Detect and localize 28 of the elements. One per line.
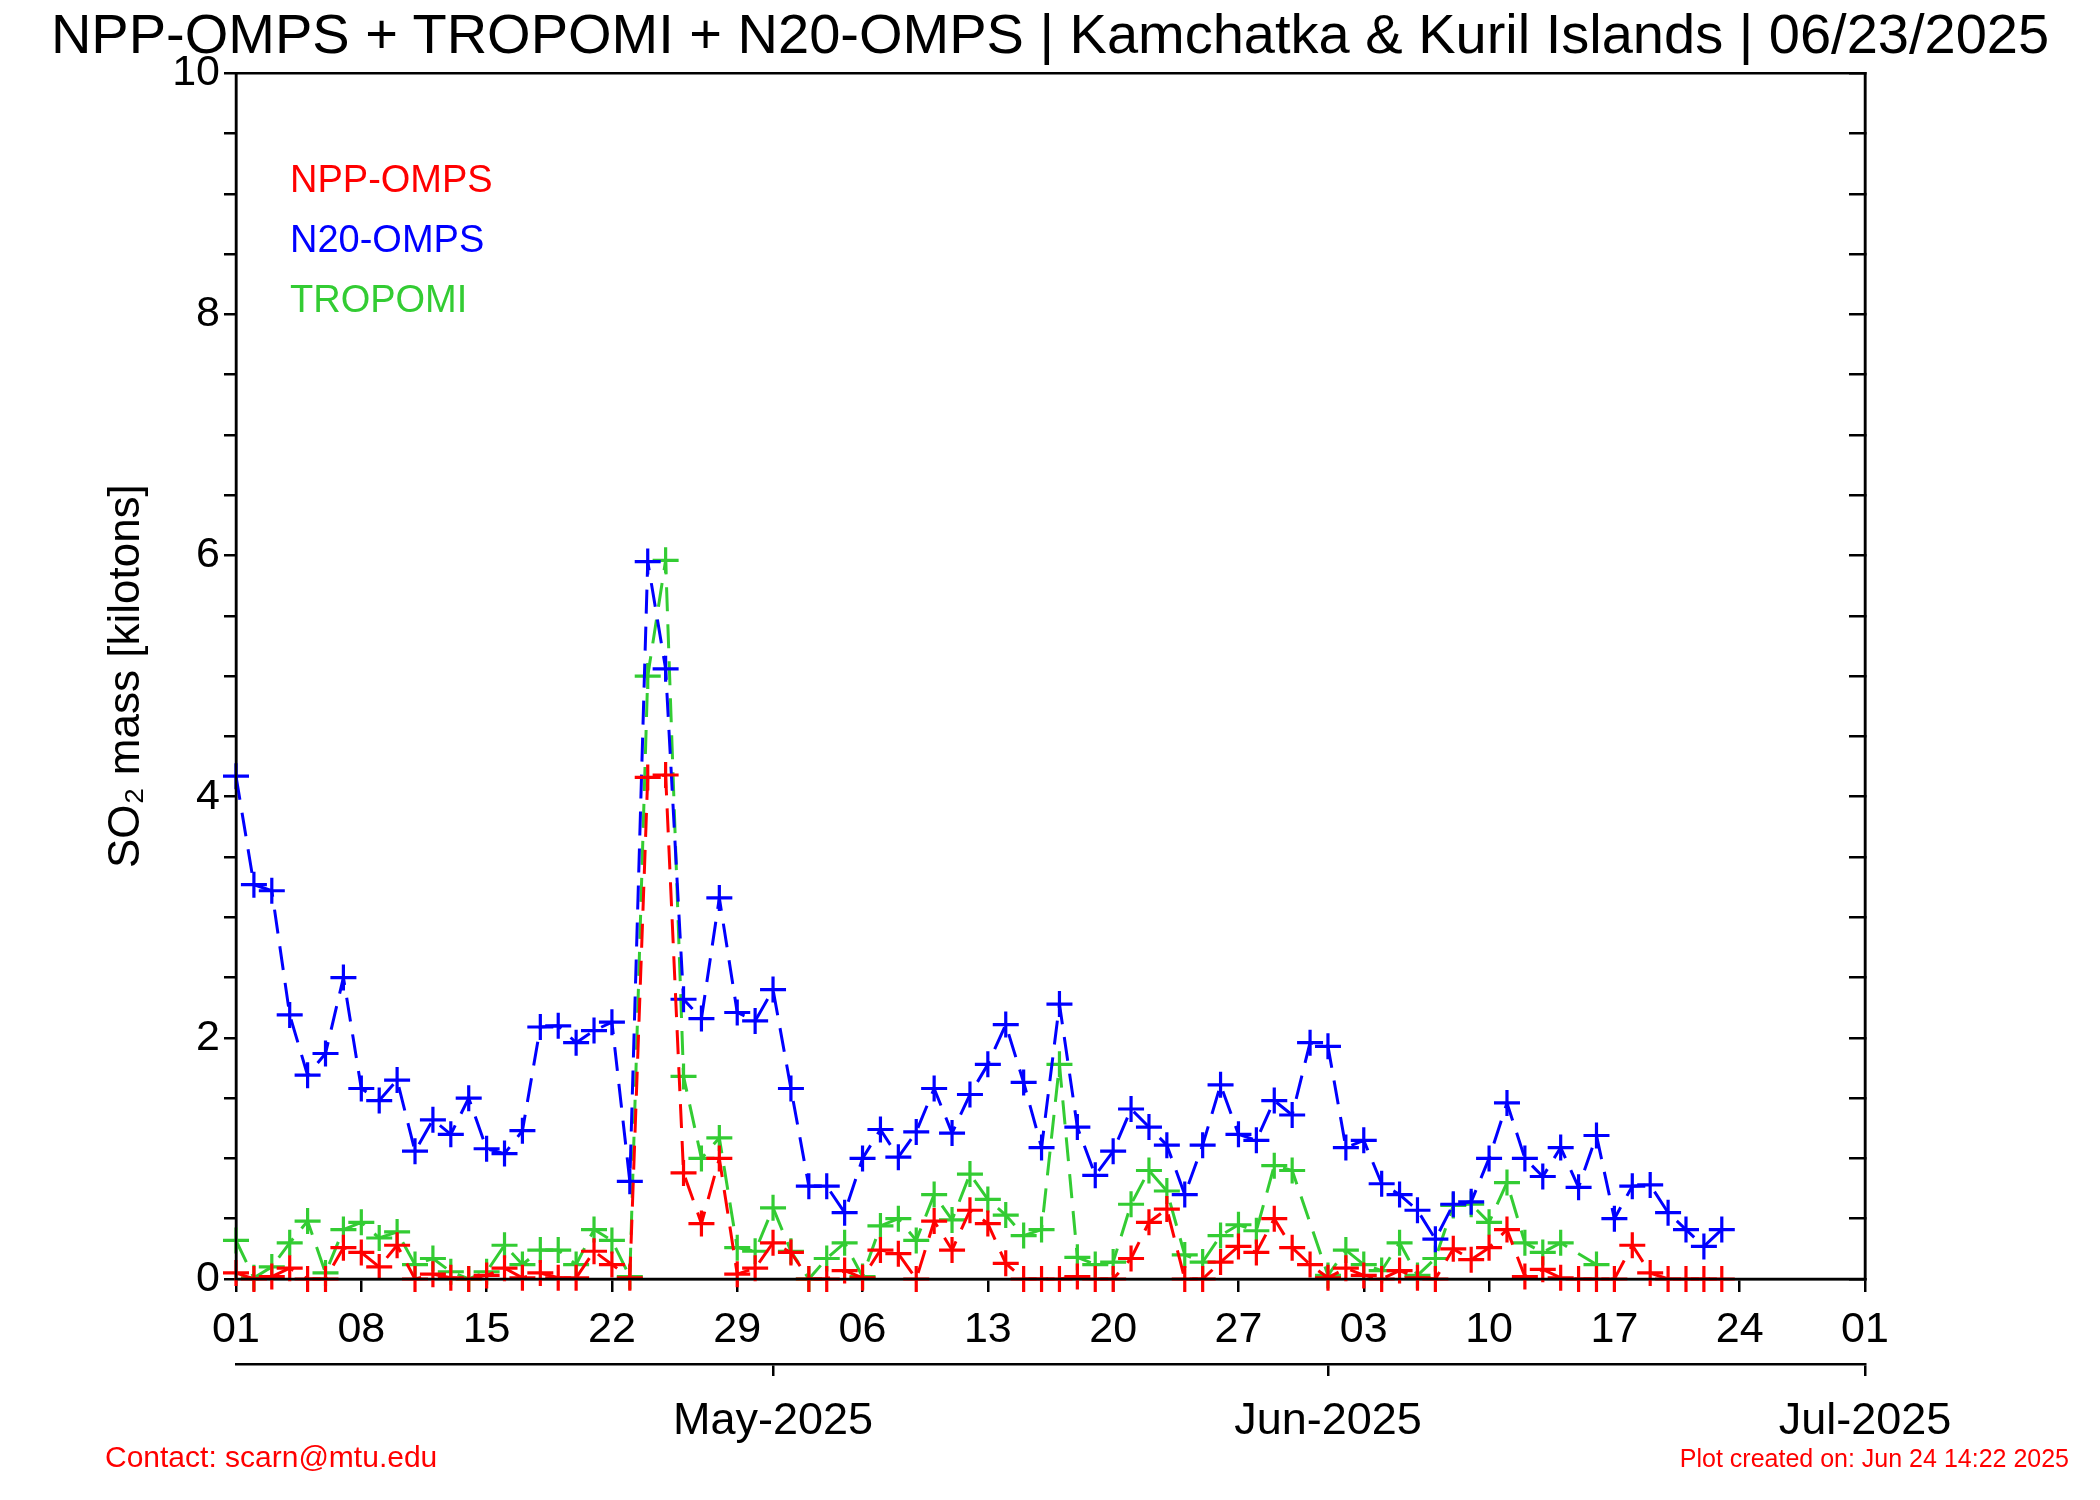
x-tick-label: 22 [588, 1302, 636, 1351]
x2-tick-label: Jun-2025 [1234, 1393, 1422, 1445]
text: NPP-OMPS [290, 157, 493, 200]
y-tick-label: 8 [196, 287, 220, 336]
y-tick-label: 4 [196, 769, 220, 818]
x-tick-label: 27 [1214, 1302, 1263, 1351]
x2-tick-label: May-2025 [672, 1393, 874, 1445]
x-tick-label: 24 [1715, 1302, 1764, 1351]
y-tick-label: 0 [196, 1251, 220, 1300]
x-tick-label: 13 [963, 1302, 1012, 1351]
y-tick-label: 6 [196, 528, 220, 577]
text: Plot created on: Jun 24 14:22 2025 [1679, 1443, 2069, 1472]
y-tick-label: 2 [196, 1010, 220, 1059]
x-tick-label: 01 [1841, 1302, 1889, 1351]
x-tick-label: 06 [838, 1302, 887, 1351]
x-tick-label: 08 [337, 1302, 386, 1351]
text: N20-OMPS [290, 217, 485, 260]
x-tick-label: 03 [1339, 1302, 1388, 1351]
x-tick-label: 10 [1465, 1302, 1513, 1351]
x-tick-label: 01 [212, 1302, 260, 1351]
x-tick-label: 15 [462, 1302, 511, 1351]
x2-tick-label: Jul-2025 [1778, 1393, 1952, 1445]
y-axis-title: SO₂ mass [kilotons] [98, 484, 148, 869]
x-tick-label: 29 [713, 1302, 762, 1351]
x-tick-label: 17 [1590, 1302, 1639, 1351]
text: TROPOMI [290, 277, 468, 320]
x-tick-label: 20 [1089, 1302, 1138, 1351]
text: Contact: scarn@mtu.edu [105, 1440, 438, 1474]
